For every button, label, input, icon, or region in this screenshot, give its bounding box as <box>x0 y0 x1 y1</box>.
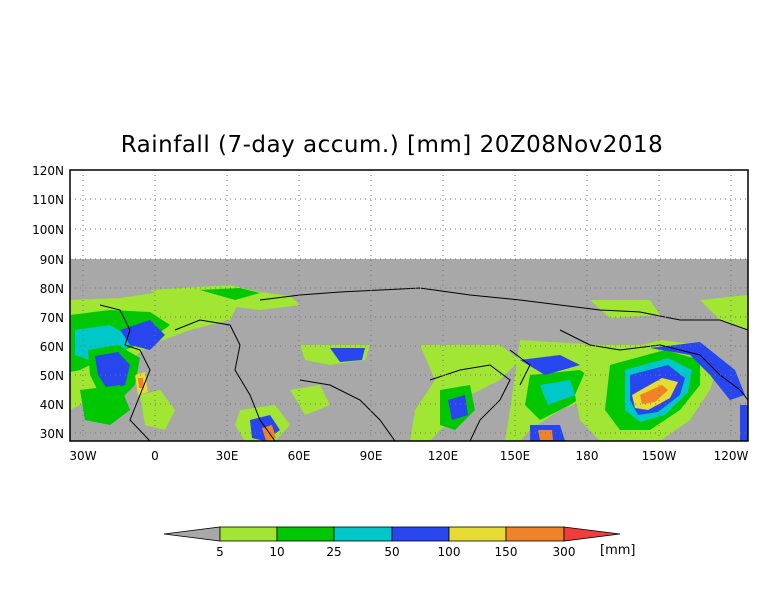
lon-axis: 30W 0 30E 60E 90E 120E 150E 180 150W 120… <box>69 449 748 463</box>
lon-label: 0 <box>151 449 159 463</box>
lat-label: 120N <box>32 164 64 178</box>
lat-label: 70N <box>40 311 64 325</box>
colorbar-ticks: 5 10 25 50 100 150 300 <box>216 545 575 559</box>
colorbar-high-arrow <box>563 526 621 542</box>
lon-label: 120E <box>428 449 459 463</box>
lon-label: 150E <box>500 449 531 463</box>
lat-label: 110N <box>32 193 64 207</box>
lat-axis: 120N 110N 100N 90N 80N 70N 60N 50N 40N 3… <box>32 164 64 441</box>
lat-label: 50N <box>40 369 64 383</box>
colorbar-tick: 300 <box>553 545 576 559</box>
colorbar-tick: 5 <box>216 545 224 559</box>
lat-label: 60N <box>40 340 64 354</box>
map-frame <box>69 169 749 442</box>
lat-label: 100N <box>32 223 64 237</box>
lon-label: 180 <box>576 449 599 463</box>
colorbar-box <box>276 526 335 542</box>
colorbar-tick: 50 <box>384 545 399 559</box>
graticule <box>70 170 748 441</box>
lon-label: 30E <box>216 449 239 463</box>
colorbar-tick: 10 <box>269 545 284 559</box>
colorbar-box <box>391 526 450 542</box>
colorbar-unit: [mm] <box>600 543 636 558</box>
lat-label: 80N <box>40 282 64 296</box>
coastlines <box>99 287 748 441</box>
lon-label: 30W <box>69 449 96 463</box>
colorbar-low-arrow <box>163 526 221 542</box>
colorbar-tick: 25 <box>326 545 341 559</box>
colorbar-box <box>219 526 278 542</box>
lon-label: 150W <box>642 449 677 463</box>
lat-label: 90N <box>40 253 64 267</box>
colorbar-box <box>333 526 393 542</box>
colorbar <box>163 526 621 542</box>
lon-label: 120W <box>714 449 749 463</box>
lon-label: 60E <box>288 449 311 463</box>
lat-label: 30N <box>40 427 64 441</box>
npac-rain <box>575 295 748 441</box>
colorbar-box <box>448 526 507 542</box>
colorbar-tick: 100 <box>438 545 461 559</box>
atlantic-rain <box>70 285 300 430</box>
colorbar-tick: 150 <box>495 545 518 559</box>
map-title: Rainfall (7-day accum.) [mm] 20Z08Nov201… <box>120 132 664 158</box>
colorbar-box <box>505 526 565 542</box>
lat-label: 40N <box>40 398 64 412</box>
lon-label: 90E <box>360 449 383 463</box>
map-data-layer <box>70 170 748 441</box>
